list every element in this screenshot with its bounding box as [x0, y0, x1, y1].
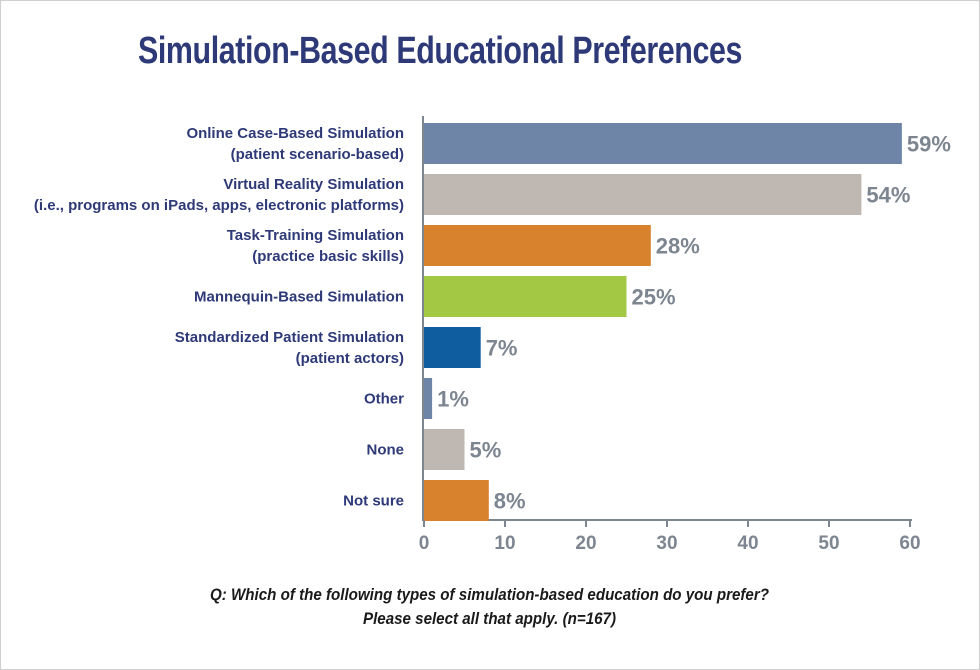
bar: [424, 123, 902, 164]
x-tick-label: 20: [575, 533, 596, 554]
value-label: 28%: [656, 234, 700, 259]
category-label: Virtual Reality Simulation: [223, 176, 404, 193]
category-label: Standardized Patient Simulation: [175, 329, 404, 346]
x-tick-label: 0: [419, 533, 430, 554]
value-label: 1%: [437, 387, 469, 412]
chart-title: Simulation-Based Educational Preferences: [137, 30, 743, 72]
value-label: 59%: [907, 132, 951, 157]
category-label: (practice basic skills): [252, 248, 404, 265]
bar: [424, 327, 481, 368]
bar: [424, 174, 862, 215]
x-tick-label: 10: [494, 533, 515, 554]
value-label: 5%: [470, 438, 502, 463]
x-tick-label: 60: [899, 533, 920, 554]
question-line-1: Q: Which of the following types of simul…: [209, 585, 769, 604]
value-label: 7%: [486, 336, 518, 361]
bar: [424, 378, 433, 419]
category-label: (patient scenario-based): [231, 146, 404, 163]
x-tick-label: 50: [818, 533, 839, 554]
category-label: (patient actors): [296, 350, 404, 367]
value-label: 25%: [632, 285, 676, 310]
category-label: (i.e., programs on iPads, apps, electron…: [34, 197, 404, 214]
bar: [424, 276, 627, 317]
bar: [424, 429, 465, 470]
bar: [424, 480, 489, 521]
value-label: 8%: [494, 489, 526, 514]
category-label: Not sure: [343, 493, 404, 510]
category-label: Online Case-Based Simulation: [186, 125, 404, 142]
x-tick-label: 30: [656, 533, 677, 554]
bar: [424, 225, 651, 266]
category-label: None: [367, 442, 405, 459]
category-label: Other: [364, 391, 404, 408]
value-label: 54%: [866, 183, 910, 208]
question-line-2: Please select all that apply. (n=167): [362, 609, 616, 628]
category-label: Mannequin-Based Simulation: [194, 289, 404, 306]
x-tick-label: 40: [737, 533, 758, 554]
category-label: Task-Training Simulation: [227, 227, 404, 244]
